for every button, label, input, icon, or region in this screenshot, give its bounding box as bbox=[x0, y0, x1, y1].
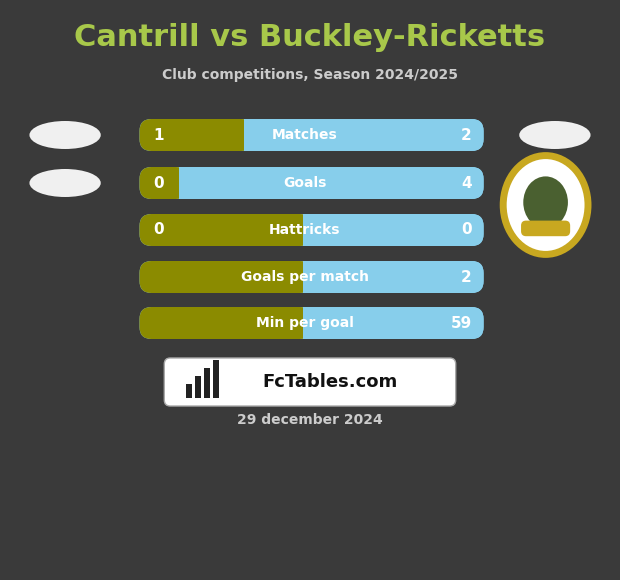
Ellipse shape bbox=[523, 176, 568, 229]
Bar bbox=[186, 384, 192, 398]
FancyBboxPatch shape bbox=[312, 307, 484, 339]
FancyBboxPatch shape bbox=[303, 214, 321, 246]
FancyBboxPatch shape bbox=[244, 119, 262, 151]
FancyBboxPatch shape bbox=[140, 214, 312, 246]
FancyBboxPatch shape bbox=[140, 307, 312, 339]
Text: Matches: Matches bbox=[272, 128, 337, 142]
FancyBboxPatch shape bbox=[188, 167, 484, 199]
FancyBboxPatch shape bbox=[303, 307, 321, 339]
FancyBboxPatch shape bbox=[140, 167, 188, 199]
Text: 4: 4 bbox=[461, 176, 472, 190]
FancyBboxPatch shape bbox=[140, 167, 484, 199]
Ellipse shape bbox=[29, 121, 100, 149]
Text: 29 december 2024: 29 december 2024 bbox=[237, 413, 383, 427]
FancyBboxPatch shape bbox=[140, 307, 484, 339]
FancyBboxPatch shape bbox=[140, 261, 312, 293]
FancyBboxPatch shape bbox=[303, 307, 321, 339]
Bar bbox=[213, 360, 219, 398]
Text: Cantrill vs Buckley-Ricketts: Cantrill vs Buckley-Ricketts bbox=[74, 24, 546, 53]
Text: 2: 2 bbox=[461, 270, 472, 285]
Text: 0: 0 bbox=[461, 223, 472, 237]
Text: 0: 0 bbox=[154, 223, 164, 237]
FancyBboxPatch shape bbox=[312, 214, 484, 246]
Bar bbox=[205, 368, 210, 398]
Text: Goals: Goals bbox=[283, 176, 326, 190]
Text: Club competitions, Season 2024/2025: Club competitions, Season 2024/2025 bbox=[162, 68, 458, 82]
FancyBboxPatch shape bbox=[179, 167, 197, 199]
FancyBboxPatch shape bbox=[140, 261, 484, 293]
Text: 59: 59 bbox=[450, 316, 472, 331]
Text: Min per goal: Min per goal bbox=[255, 316, 353, 330]
FancyBboxPatch shape bbox=[244, 119, 262, 151]
Text: Goals per match: Goals per match bbox=[241, 270, 369, 284]
Text: 0: 0 bbox=[154, 176, 164, 190]
FancyBboxPatch shape bbox=[140, 119, 484, 151]
Text: 1: 1 bbox=[154, 128, 164, 143]
FancyBboxPatch shape bbox=[164, 358, 456, 406]
FancyBboxPatch shape bbox=[303, 214, 321, 246]
Text: 2: 2 bbox=[461, 128, 472, 143]
FancyBboxPatch shape bbox=[140, 214, 484, 246]
Text: Hattricks: Hattricks bbox=[269, 223, 340, 237]
Ellipse shape bbox=[29, 169, 100, 197]
Ellipse shape bbox=[512, 166, 579, 244]
Ellipse shape bbox=[520, 121, 590, 149]
FancyBboxPatch shape bbox=[303, 261, 321, 293]
FancyBboxPatch shape bbox=[179, 167, 197, 199]
FancyBboxPatch shape bbox=[140, 119, 253, 151]
FancyBboxPatch shape bbox=[253, 119, 484, 151]
Text: FcTables.com: FcTables.com bbox=[263, 373, 398, 391]
Bar bbox=[195, 376, 202, 398]
FancyBboxPatch shape bbox=[303, 261, 321, 293]
FancyBboxPatch shape bbox=[312, 261, 484, 293]
Ellipse shape bbox=[501, 153, 590, 257]
FancyBboxPatch shape bbox=[521, 220, 570, 236]
